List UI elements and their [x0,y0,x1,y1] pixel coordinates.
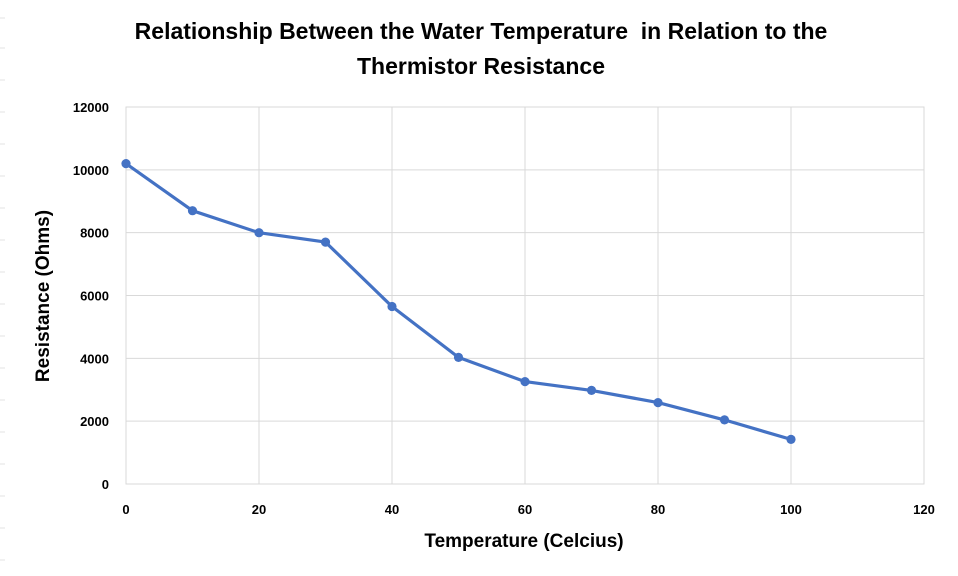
data-point [520,377,530,387]
y-tick-label: 2000 [80,414,109,429]
y-tick-label: 6000 [80,289,109,304]
y-tick-label: 0 [102,477,109,492]
data-point [254,228,264,238]
y-tick-label: 8000 [80,226,109,241]
data-point [121,159,131,169]
x-tick-label: 0 [122,502,129,517]
gridlines [125,106,925,485]
x-tick-label: 80 [651,502,665,517]
y-tick-label: 10000 [73,163,109,178]
x-axis-title: Temperature (Celcius) [424,531,623,552]
data-point [187,206,198,216]
y-tick-label: 12000 [73,100,109,115]
chart-title-line-2: Thermistor Resistance [357,53,605,79]
data-point [653,398,663,408]
tick-labels: 0 20 40 60 80 100 120 0 2000 4000 6000 8000 10000 120… [73,100,935,517]
plot-area-border [125,106,925,485]
data-point [320,237,331,247]
x-tick-label: 20 [252,502,266,517]
x-tick-label: 40 [385,502,399,517]
series-line [124,162,793,441]
data-point [586,385,597,395]
left-edge-marks [0,17,5,561]
data-point [786,434,796,444]
data-point [719,415,730,425]
y-tick-label: 4000 [80,351,109,366]
x-tick-label: 100 [780,502,802,517]
y-axis-title: Resistance (Ohms) [33,210,54,382]
data-point [453,352,464,362]
x-tick-label: 120 [913,502,935,517]
series-layer [121,159,796,444]
x-tick-label: 60 [518,502,532,517]
chart-title-line-1: Relationship Between the Water Temperatu… [135,18,828,44]
data-point [387,301,397,312]
